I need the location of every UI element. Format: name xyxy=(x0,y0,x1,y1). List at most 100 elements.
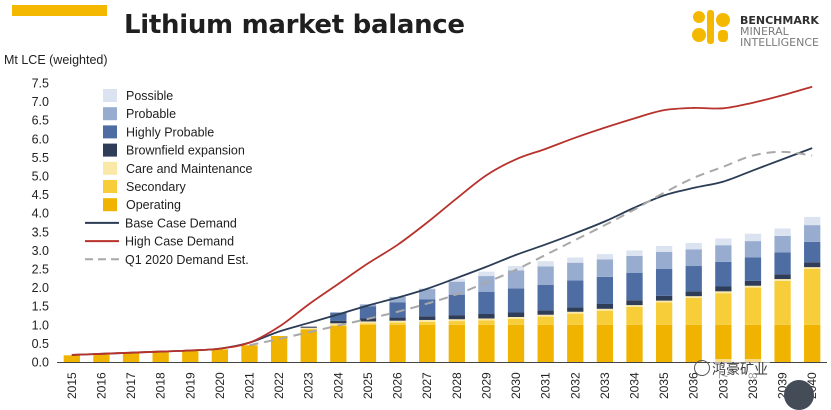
bar-segment-brownfield-expansion xyxy=(596,303,614,309)
bar-segment-probable xyxy=(389,296,406,303)
bar-segment-highly-probable xyxy=(744,257,762,281)
bar-segment-operating xyxy=(478,324,495,362)
bar-segment-operating xyxy=(626,324,643,362)
bar-segment-brownfield-expansion xyxy=(359,318,377,322)
bar-segment-brownfield-expansion xyxy=(389,317,406,321)
bar-segment-probable xyxy=(596,259,614,277)
logo-line-1: BENCHMARK xyxy=(740,14,819,27)
bar-segment-care-and-maintenance xyxy=(478,318,495,321)
y-tick-label: 5.5 xyxy=(32,151,49,165)
legend-swatch-brownfield-expansion xyxy=(103,143,117,157)
bar-segment-operating xyxy=(270,335,288,362)
bar-segment-brownfield-expansion xyxy=(655,295,673,301)
bar-segment-operating xyxy=(655,324,673,362)
bar-segment-highly-probable xyxy=(419,299,436,317)
line-q1-2020-demand-est- xyxy=(249,150,813,347)
x-tick-label: 2034 xyxy=(628,372,642,399)
bar-segment-highly-probable xyxy=(389,302,406,318)
x-tick-label: 2018 xyxy=(154,372,168,399)
bar-segment-secondary xyxy=(478,320,495,325)
bar-segment-care-and-maintenance xyxy=(804,267,821,269)
line-high-case-demand xyxy=(71,85,813,356)
bar-segment-operating xyxy=(330,325,347,362)
bar-segment-possible xyxy=(685,242,702,250)
bar-segment-highly-probable xyxy=(596,276,614,304)
y-tick-label: 7.0 xyxy=(32,95,49,109)
legend-label-care-and-maintenance: Care and Maintenance xyxy=(126,162,253,176)
bar-segment-highly-probable xyxy=(715,261,732,287)
bar-segment-care-and-maintenance xyxy=(626,305,643,307)
x-tick-label: 2025 xyxy=(361,372,375,399)
legend-label-secondary: Secondary xyxy=(126,180,187,194)
bar-segment-operating xyxy=(744,324,762,362)
bar-segment-brownfield-expansion xyxy=(744,280,762,286)
legend-swatch-care-and-maintenance xyxy=(103,161,117,175)
bar-segment-possible xyxy=(507,266,525,271)
bar-segment-secondary xyxy=(507,318,525,325)
bar-segment-secondary xyxy=(389,322,406,325)
bar-segment-secondary xyxy=(685,298,702,325)
bar-segment-operating xyxy=(182,350,199,362)
bar-segment-operating xyxy=(122,353,140,362)
bar-segment-care-and-maintenance xyxy=(685,296,702,299)
x-tick-label: 2016 xyxy=(94,372,108,399)
bar-segment-operating xyxy=(685,324,702,362)
bar-segment-operating xyxy=(774,324,791,362)
y-tick-label: 3.0 xyxy=(32,244,49,258)
bar-segment-highly-probable xyxy=(359,306,377,319)
bar-segment-brownfield-expansion xyxy=(478,314,495,319)
bar-segment-possible xyxy=(626,250,643,256)
bar-segment-care-and-maintenance xyxy=(300,327,317,330)
legend-swatch-probable xyxy=(103,107,117,121)
bar-segment-highly-probable xyxy=(330,312,347,321)
bar-segment-brownfield-expansion xyxy=(685,291,702,297)
bar-segment-possible xyxy=(478,271,495,277)
bar-segment-operating xyxy=(567,324,584,362)
bar-segment-operating xyxy=(93,354,110,362)
y-tick-label: 1.0 xyxy=(32,318,49,332)
y-tick-label: 3.5 xyxy=(32,225,49,239)
y-tick-label: 0.0 xyxy=(32,356,49,370)
bar-segment-highly-probable xyxy=(567,280,584,308)
legend-label-brownfield-expansion: Brownfield expansion xyxy=(126,144,245,158)
bar-segment-possible xyxy=(715,238,732,246)
bar-segment-possible xyxy=(596,254,614,260)
bar-segment-probable xyxy=(626,255,643,273)
bar-segment-possible xyxy=(655,245,673,252)
legend-label-q1-2020-demand-est-: Q1 2020 Demand Est. xyxy=(125,253,249,267)
y-tick-label: 2.5 xyxy=(32,263,49,277)
legend-swatch-highly-probable xyxy=(103,125,117,139)
x-tick-label: 2031 xyxy=(539,372,553,399)
legend-label-probable: Probable xyxy=(126,107,176,121)
legend-label-high-case-demand: High Case Demand xyxy=(125,235,234,249)
bar-segment-secondary xyxy=(419,321,436,325)
bar-segment-operating xyxy=(152,352,169,362)
bar-segment-secondary xyxy=(744,287,762,325)
bar-segment-care-and-maintenance xyxy=(330,323,347,326)
bar-segment-care-and-maintenance xyxy=(715,291,732,294)
x-tick-label: 2020 xyxy=(213,372,227,399)
logo-line-3: INTELLIGENCE xyxy=(740,36,819,49)
corner-badge-icon xyxy=(784,380,814,410)
bar-segment-probable xyxy=(685,249,702,267)
bar-segment-possible xyxy=(774,228,791,236)
bar-segment-highly-probable xyxy=(448,294,465,316)
bar-segment-operating xyxy=(300,329,317,362)
chart-title: Lithium market balance xyxy=(124,10,465,40)
bar-segment-operating xyxy=(419,324,436,362)
bar-segment-highly-probable xyxy=(774,252,791,275)
bar-segment-probable xyxy=(448,281,465,295)
benchmark-logo-icon xyxy=(692,10,730,44)
bar-segment-care-and-maintenance xyxy=(389,320,406,323)
bar-segment-highly-probable xyxy=(478,291,495,315)
bar-segment-brownfield-expansion xyxy=(300,326,317,328)
bar-segment-highly-probable xyxy=(685,266,702,292)
bar-segment-secondary xyxy=(537,316,554,325)
bar-segment-care-and-maintenance xyxy=(774,279,791,281)
bar-segment-brownfield-expansion xyxy=(715,286,732,292)
bar-segment-care-and-maintenance xyxy=(744,285,762,288)
bar-segment-secondary xyxy=(448,321,465,325)
bar-segment-care-and-maintenance xyxy=(419,319,436,322)
bar-segment-probable xyxy=(567,262,584,281)
